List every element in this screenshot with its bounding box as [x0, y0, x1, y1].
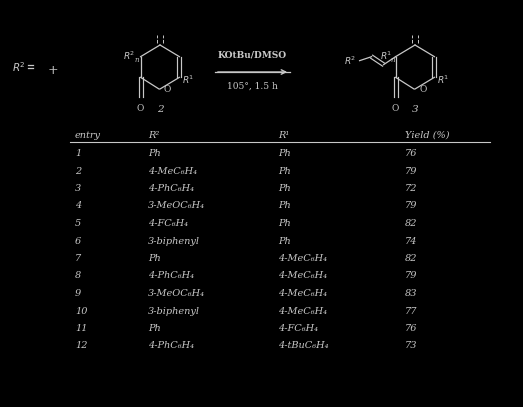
Text: 83: 83: [405, 289, 417, 298]
Text: Yield (%): Yield (%): [405, 131, 449, 140]
Text: 6: 6: [75, 236, 81, 245]
Text: 8: 8: [75, 271, 81, 280]
Text: 1: 1: [75, 149, 81, 158]
Text: 4-tBuC₆H₄: 4-tBuC₆H₄: [278, 341, 328, 350]
Text: n: n: [390, 56, 394, 63]
Text: R²: R²: [148, 131, 159, 140]
Text: Ph: Ph: [278, 219, 291, 228]
Text: 3-biphenyl: 3-biphenyl: [148, 236, 200, 245]
Text: 7: 7: [75, 254, 81, 263]
Text: Ph: Ph: [278, 184, 291, 193]
Text: Ph: Ph: [278, 236, 291, 245]
Text: 77: 77: [405, 306, 417, 315]
Text: 4-FC₆H₄: 4-FC₆H₄: [278, 324, 318, 333]
Text: $\mathit{R}^2$: $\mathit{R}^2$: [344, 55, 357, 67]
Text: 72: 72: [405, 184, 417, 193]
Text: entry: entry: [75, 131, 101, 140]
Text: 3-MeOC₆H₄: 3-MeOC₆H₄: [148, 289, 205, 298]
Text: Ph: Ph: [148, 254, 161, 263]
Text: Ph: Ph: [278, 149, 291, 158]
Text: 4: 4: [75, 201, 81, 210]
Text: 73: 73: [405, 341, 417, 350]
Text: 74: 74: [405, 236, 417, 245]
Text: 2: 2: [157, 105, 163, 114]
Text: Ph: Ph: [278, 201, 291, 210]
Text: 105°, 1.5 h: 105°, 1.5 h: [227, 82, 278, 91]
Text: R¹: R¹: [278, 131, 289, 140]
Text: O: O: [164, 85, 172, 94]
Text: +: +: [48, 63, 58, 77]
Text: $\mathit{R}^1$: $\mathit{R}^1$: [183, 73, 195, 85]
Text: 4-FC₆H₄: 4-FC₆H₄: [148, 219, 188, 228]
Text: 79: 79: [405, 271, 417, 280]
Text: Ph: Ph: [278, 166, 291, 175]
Text: Ph: Ph: [148, 324, 161, 333]
Text: 82: 82: [405, 219, 417, 228]
Text: 3-biphenyl: 3-biphenyl: [148, 306, 200, 315]
Text: 4-MeC₆H₄: 4-MeC₆H₄: [278, 289, 327, 298]
Text: 4-PhC₆H₄: 4-PhC₆H₄: [148, 341, 194, 350]
Text: 12: 12: [75, 341, 87, 350]
Text: Ph: Ph: [148, 149, 161, 158]
Text: $\mathit{R}^1$: $\mathit{R}^1$: [380, 50, 393, 62]
Text: 79: 79: [405, 201, 417, 210]
Text: 79: 79: [405, 166, 417, 175]
Text: 76: 76: [405, 324, 417, 333]
Text: 3: 3: [75, 184, 81, 193]
Text: 4-MeC₆H₄: 4-MeC₆H₄: [278, 254, 327, 263]
Text: 82: 82: [405, 254, 417, 263]
Text: 3: 3: [412, 105, 418, 114]
Text: 5: 5: [75, 219, 81, 228]
Text: O: O: [392, 104, 399, 113]
Text: $\mathit{R}^1$: $\mathit{R}^1$: [437, 73, 450, 85]
Text: 4-PhC₆H₄: 4-PhC₆H₄: [148, 184, 194, 193]
Text: 11: 11: [75, 324, 87, 333]
Text: 3-MeOC₆H₄: 3-MeOC₆H₄: [148, 201, 205, 210]
Text: $\mathit{R}^2$: $\mathit{R}^2$: [123, 50, 135, 62]
Text: 9: 9: [75, 289, 81, 298]
Text: 10: 10: [75, 306, 87, 315]
Text: 4-MeC₆H₄: 4-MeC₆H₄: [278, 306, 327, 315]
Text: O: O: [419, 85, 426, 94]
Text: O: O: [137, 104, 144, 113]
Text: 76: 76: [405, 149, 417, 158]
Text: $\mathit{R}^2$: $\mathit{R}^2$: [12, 60, 26, 74]
Text: 4-MeC₆H₄: 4-MeC₆H₄: [278, 271, 327, 280]
Text: n: n: [134, 56, 139, 63]
Text: 4-MeC₆H₄: 4-MeC₆H₄: [148, 166, 197, 175]
Text: KOtBu/DMSO: KOtBu/DMSO: [218, 51, 287, 60]
Text: 2: 2: [75, 166, 81, 175]
Text: 4-PhC₆H₄: 4-PhC₆H₄: [148, 271, 194, 280]
